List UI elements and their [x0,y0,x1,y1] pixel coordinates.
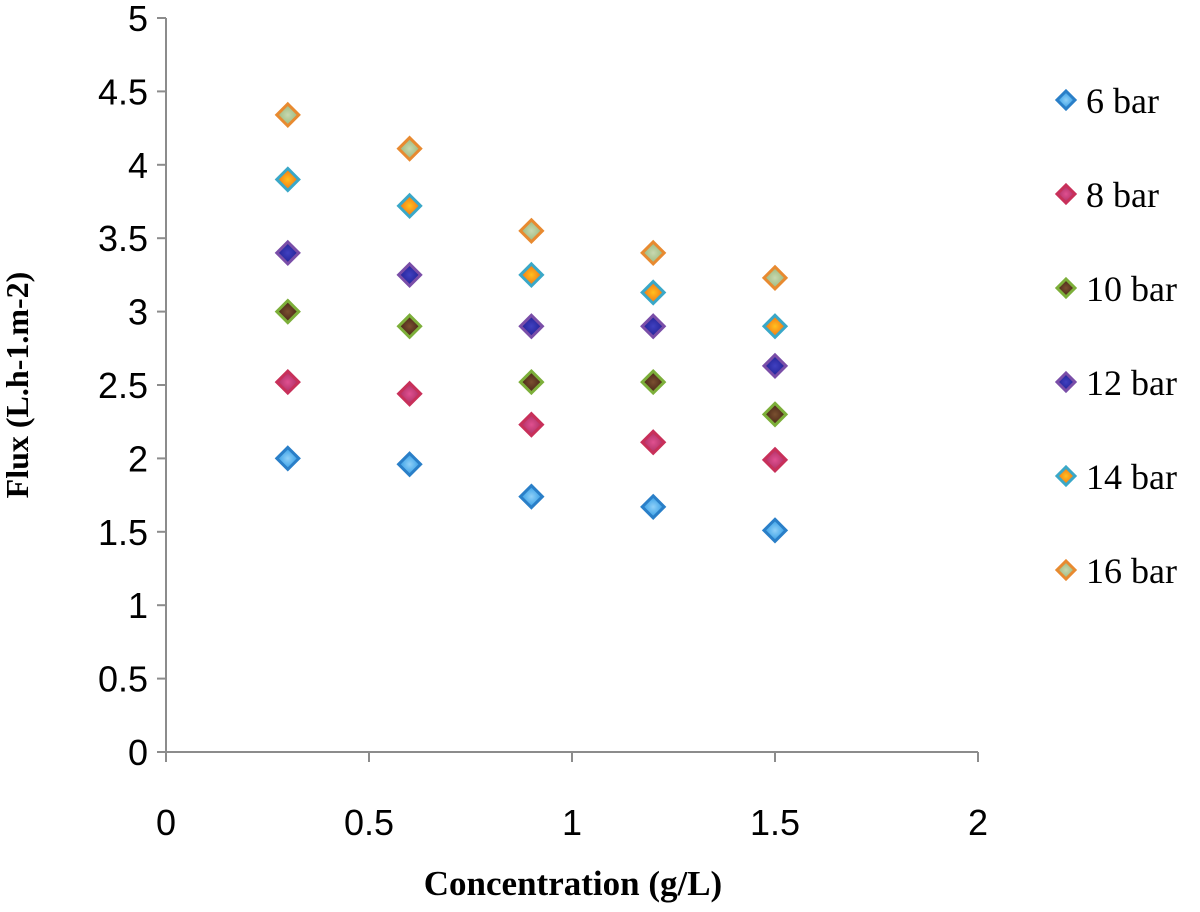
data-points [274,101,789,544]
data-point-series-2 [761,401,789,428]
y-tick-label: 1 [128,585,148,626]
data-point-series-2 [396,313,423,340]
data-point-series-3 [761,352,789,380]
data-point-series-3 [640,313,667,340]
data-point-series-5 [761,264,789,291]
data-point-series-5 [640,239,667,267]
y-tick-label: 4.5 [98,71,148,112]
y-tick-label: 3.5 [98,218,148,259]
data-point-series-0 [274,445,301,472]
legend-label-series-1: 8 bar [1086,175,1159,215]
data-point-series-3 [396,261,423,289]
data-point-series-5 [518,217,545,244]
data-point-series-5 [274,101,301,129]
x-axis-title: Concentration (g/L) [424,864,722,903]
legend-label-series-4: 14 bar [1086,457,1177,497]
data-point-series-0 [761,517,789,544]
axes: 0 0.5 1 1.5 2 2.5 3 3.5 4 4.5 5 0 0.5 1 1.5 2 [98,0,988,843]
data-point-series-0 [640,493,667,520]
x-tick-label: 0 [156,802,176,843]
y-tick-label: 0 [128,732,148,773]
data-point-series-1 [396,380,423,407]
y-tick-label: 2 [128,438,148,479]
data-point-series-3 [274,239,301,267]
y-tick-label: 2.5 [98,365,148,406]
x-tick-label: 0.5 [344,802,394,843]
legend-marker-series-5 [1054,558,1078,582]
data-point-series-0 [518,483,545,510]
data-point-series-1 [761,446,789,473]
x-tick-label: 1.5 [750,802,800,843]
data-point-series-0 [396,451,423,478]
data-point-series-4 [274,166,301,193]
legend-label-series-3: 12 bar [1086,363,1177,403]
y-tick-label: 0.5 [98,659,148,700]
legend-marker-series-4 [1054,464,1078,488]
x-tick-label: 1 [562,802,582,843]
data-point-series-4 [396,192,423,220]
y-tick-label: 5 [128,0,148,39]
legend: 6 bar 8 bar 10 bar 12 bar 14 bar 16 bar [1054,81,1177,591]
legend-marker-series-1 [1054,182,1078,206]
legend-marker-series-2 [1054,276,1078,300]
legend-marker-series-0 [1054,88,1078,112]
data-point-series-2 [640,368,667,396]
data-point-series-4 [518,261,545,289]
legend-label-series-0: 6 bar [1086,81,1159,121]
data-point-series-1 [640,429,667,456]
legend-label-series-5: 16 bar [1086,551,1177,591]
legend-marker-series-3 [1054,370,1078,394]
y-tick-label: 4 [128,145,148,186]
y-tick-label: 1.5 [98,512,148,553]
data-point-series-2 [274,298,301,325]
data-point-series-2 [518,368,545,396]
data-point-series-4 [640,279,667,306]
data-point-series-5 [396,135,423,162]
data-point-series-3 [518,313,545,340]
legend-label-series-2: 10 bar [1086,269,1177,309]
data-point-series-1 [518,411,545,438]
data-point-series-4 [761,313,789,340]
y-tick-label: 3 [128,292,148,333]
y-axis-title: Flux (L.h-1.m-2) [0,272,35,499]
x-tick-label: 2 [968,802,988,843]
data-point-series-1 [274,368,301,396]
